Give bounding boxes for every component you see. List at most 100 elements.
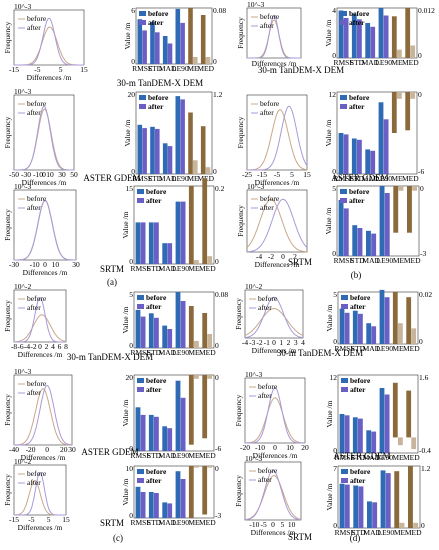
y-tick-label: 10 — [126, 464, 134, 473]
y-scale-label: 10^-3 — [14, 182, 32, 191]
legend-label-after: after — [146, 302, 162, 311]
plot-frame — [246, 189, 308, 253]
bar-le90-before — [378, 8, 384, 58]
bar-le90-after — [384, 193, 390, 256]
bar-rmse-after — [140, 222, 146, 264]
bar-le90-after — [180, 301, 186, 348]
bar-le90-before — [379, 186, 385, 256]
x-tick-label: -15 — [257, 170, 267, 179]
bar-rmse-after — [344, 312, 350, 344]
bar-rmse-after — [140, 316, 146, 348]
x-axis-label: Differences /m — [21, 453, 66, 462]
bar-le90-before — [378, 102, 384, 175]
x-tick-label: 8 — [64, 342, 68, 351]
legend-swatch-before — [139, 95, 146, 100]
y2-tick-label: 1.2 — [421, 464, 431, 473]
x-tick-label: -5 — [34, 65, 40, 74]
bar-rmse-before — [135, 309, 141, 348]
x-tick-label: 15 — [62, 515, 70, 524]
bar-rmse-before — [339, 414, 345, 453]
y2-tick-label: 0.2 — [215, 184, 225, 193]
bar-med-after — [207, 334, 213, 348]
plot-frame — [133, 291, 215, 349]
bar-le90-before — [175, 96, 181, 174]
y2-tick-label: 0 — [418, 90, 422, 99]
category-tick-label: RMSE — [334, 344, 355, 353]
category-tick-label: RMSE — [130, 348, 151, 357]
legend-label-after: after — [146, 385, 162, 394]
y-tick-label: 12 — [329, 90, 337, 99]
legend-label-after: after — [349, 102, 365, 111]
bar-me-before — [188, 306, 194, 348]
x-axis-label: Differences /m — [18, 523, 63, 532]
legend-swatch-after — [340, 198, 347, 203]
legend-swatch-before — [340, 95, 347, 100]
category-tick-label: MED — [197, 64, 214, 73]
category-tick-label: MAD — [159, 64, 177, 73]
bar-le90-after — [383, 15, 389, 58]
y-scale-label: 10^-3 — [14, 367, 32, 376]
bar-me-after — [397, 92, 402, 99]
bar-me-after — [397, 49, 402, 58]
dem-caption-a-aster: ASTER GDEM — [83, 173, 140, 183]
category-tick-label: MAD — [363, 344, 381, 353]
dem-caption-a-tandem: 30-m TanDEM-X DEM — [117, 78, 203, 88]
legend-label-after: after — [148, 102, 164, 111]
y-tick-label: 0 — [332, 249, 336, 258]
x-tick-label: 20 — [301, 443, 309, 452]
x-tick-label: -25 — [242, 170, 252, 179]
bar-mad-before — [162, 426, 168, 451]
bar-med-before — [405, 92, 411, 131]
y2-tick-label: 0 — [213, 167, 217, 176]
bar-rmse-after — [140, 492, 146, 518]
category-tick-label: LE90 — [377, 528, 394, 537]
x-tick-label: 0 — [38, 342, 42, 351]
bar-mad-after — [167, 503, 173, 518]
category-tick-label: ME — [394, 528, 406, 537]
bar-mad-after — [167, 243, 173, 264]
y-axis-label: Frequency — [234, 394, 243, 426]
density-curve-after — [14, 105, 74, 171]
y2-tick-label: 0 — [215, 257, 219, 266]
category-tick-label: LE90 — [172, 264, 189, 273]
legend-label-after: after — [258, 391, 272, 400]
bar-mad-before — [162, 502, 168, 518]
legend-label-before: before — [148, 93, 169, 102]
y2-tick-label: 0 — [215, 341, 219, 350]
y-tick-label: 5 — [129, 290, 133, 299]
y-axis-label: Value /m — [324, 19, 333, 46]
category-tick-label: ME — [188, 518, 200, 527]
y-axis-label: Value /m — [121, 211, 130, 238]
x-tick-label: 5 — [290, 170, 294, 179]
plot-frame — [13, 464, 67, 516]
legend-swatch-after — [341, 304, 348, 309]
legend-label-before: before — [258, 294, 278, 303]
legend-label-before: before — [27, 99, 47, 108]
category-tick-label: STD — [148, 64, 163, 73]
bar-le90-before — [379, 388, 385, 453]
dem-caption-b-aster: ASTER GDEM — [331, 173, 388, 183]
x-tick-label: 5 — [59, 65, 63, 74]
legend-swatch-after — [137, 198, 144, 203]
x-tick-label: -3 — [249, 338, 255, 347]
x-tick-label: -2 — [256, 338, 262, 347]
bar-le90-after — [385, 473, 391, 528]
y-tick-label: 20 — [126, 373, 134, 382]
y-axis-label: Frequency — [234, 298, 243, 330]
bar-me-after — [194, 375, 199, 379]
category-tick-label: RMSE — [130, 264, 151, 273]
y-tick-label: 5 — [332, 184, 336, 193]
x-tick-label: -1 — [264, 338, 270, 347]
plot-frame — [13, 94, 75, 171]
legend-label-before: before — [350, 293, 371, 302]
y-tick-label: 15 — [126, 184, 134, 193]
dem-caption-d-tandem: 30-m TanDEM-X DEM — [277, 348, 363, 358]
category-tick-label: MED — [402, 174, 419, 183]
y-axis-label: Value /m — [325, 400, 334, 427]
